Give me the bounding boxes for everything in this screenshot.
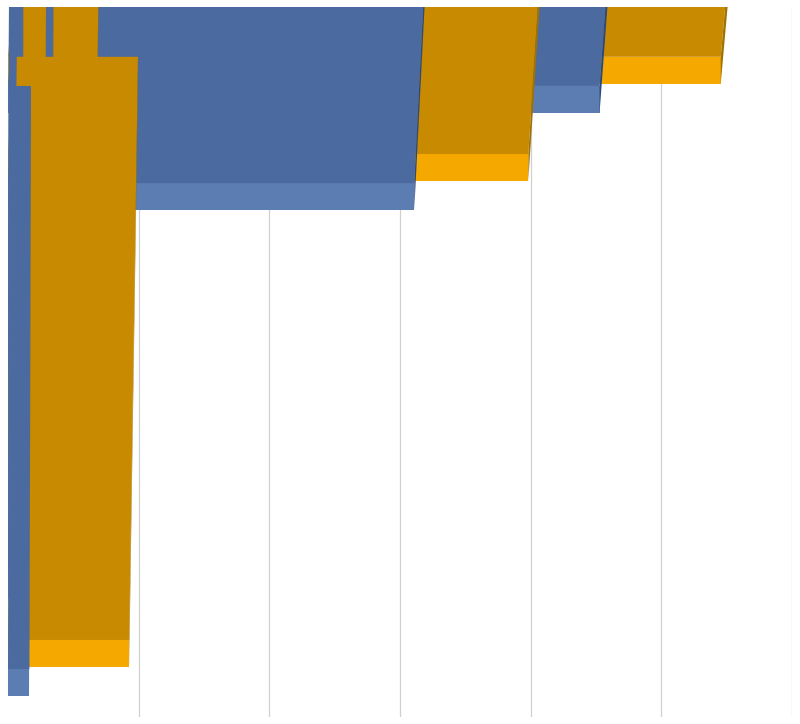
Polygon shape: [721, 0, 773, 84]
Polygon shape: [8, 0, 31, 377]
Polygon shape: [8, 572, 22, 599]
Polygon shape: [8, 640, 129, 668]
Polygon shape: [8, 0, 100, 445]
Polygon shape: [37, 0, 38, 308]
Polygon shape: [50, 0, 54, 502]
Polygon shape: [8, 669, 30, 696]
Polygon shape: [8, 475, 50, 502]
Polygon shape: [8, 0, 92, 251]
Polygon shape: [414, 0, 444, 211]
Polygon shape: [8, 0, 773, 56]
Polygon shape: [8, 0, 642, 86]
Polygon shape: [8, 0, 566, 154]
Polygon shape: [8, 280, 37, 308]
Polygon shape: [528, 0, 566, 181]
Polygon shape: [599, 0, 642, 113]
Polygon shape: [8, 86, 31, 669]
Polygon shape: [8, 543, 44, 570]
Polygon shape: [8, 183, 414, 211]
Polygon shape: [44, 0, 46, 570]
Polygon shape: [8, 0, 444, 183]
Polygon shape: [8, 0, 38, 280]
Polygon shape: [8, 86, 599, 113]
Polygon shape: [8, 0, 46, 543]
Polygon shape: [86, 0, 92, 279]
Polygon shape: [30, 86, 31, 696]
Polygon shape: [8, 154, 528, 181]
Polygon shape: [8, 377, 30, 405]
Polygon shape: [129, 56, 138, 668]
Polygon shape: [30, 0, 31, 405]
Polygon shape: [8, 0, 54, 475]
Polygon shape: [8, 445, 94, 473]
Polygon shape: [8, 56, 721, 84]
Polygon shape: [8, 348, 72, 376]
Polygon shape: [8, 0, 23, 572]
Polygon shape: [94, 0, 100, 473]
Polygon shape: [22, 0, 23, 599]
Polygon shape: [72, 0, 77, 376]
Polygon shape: [8, 251, 86, 279]
Polygon shape: [8, 56, 138, 640]
Polygon shape: [8, 0, 77, 348]
